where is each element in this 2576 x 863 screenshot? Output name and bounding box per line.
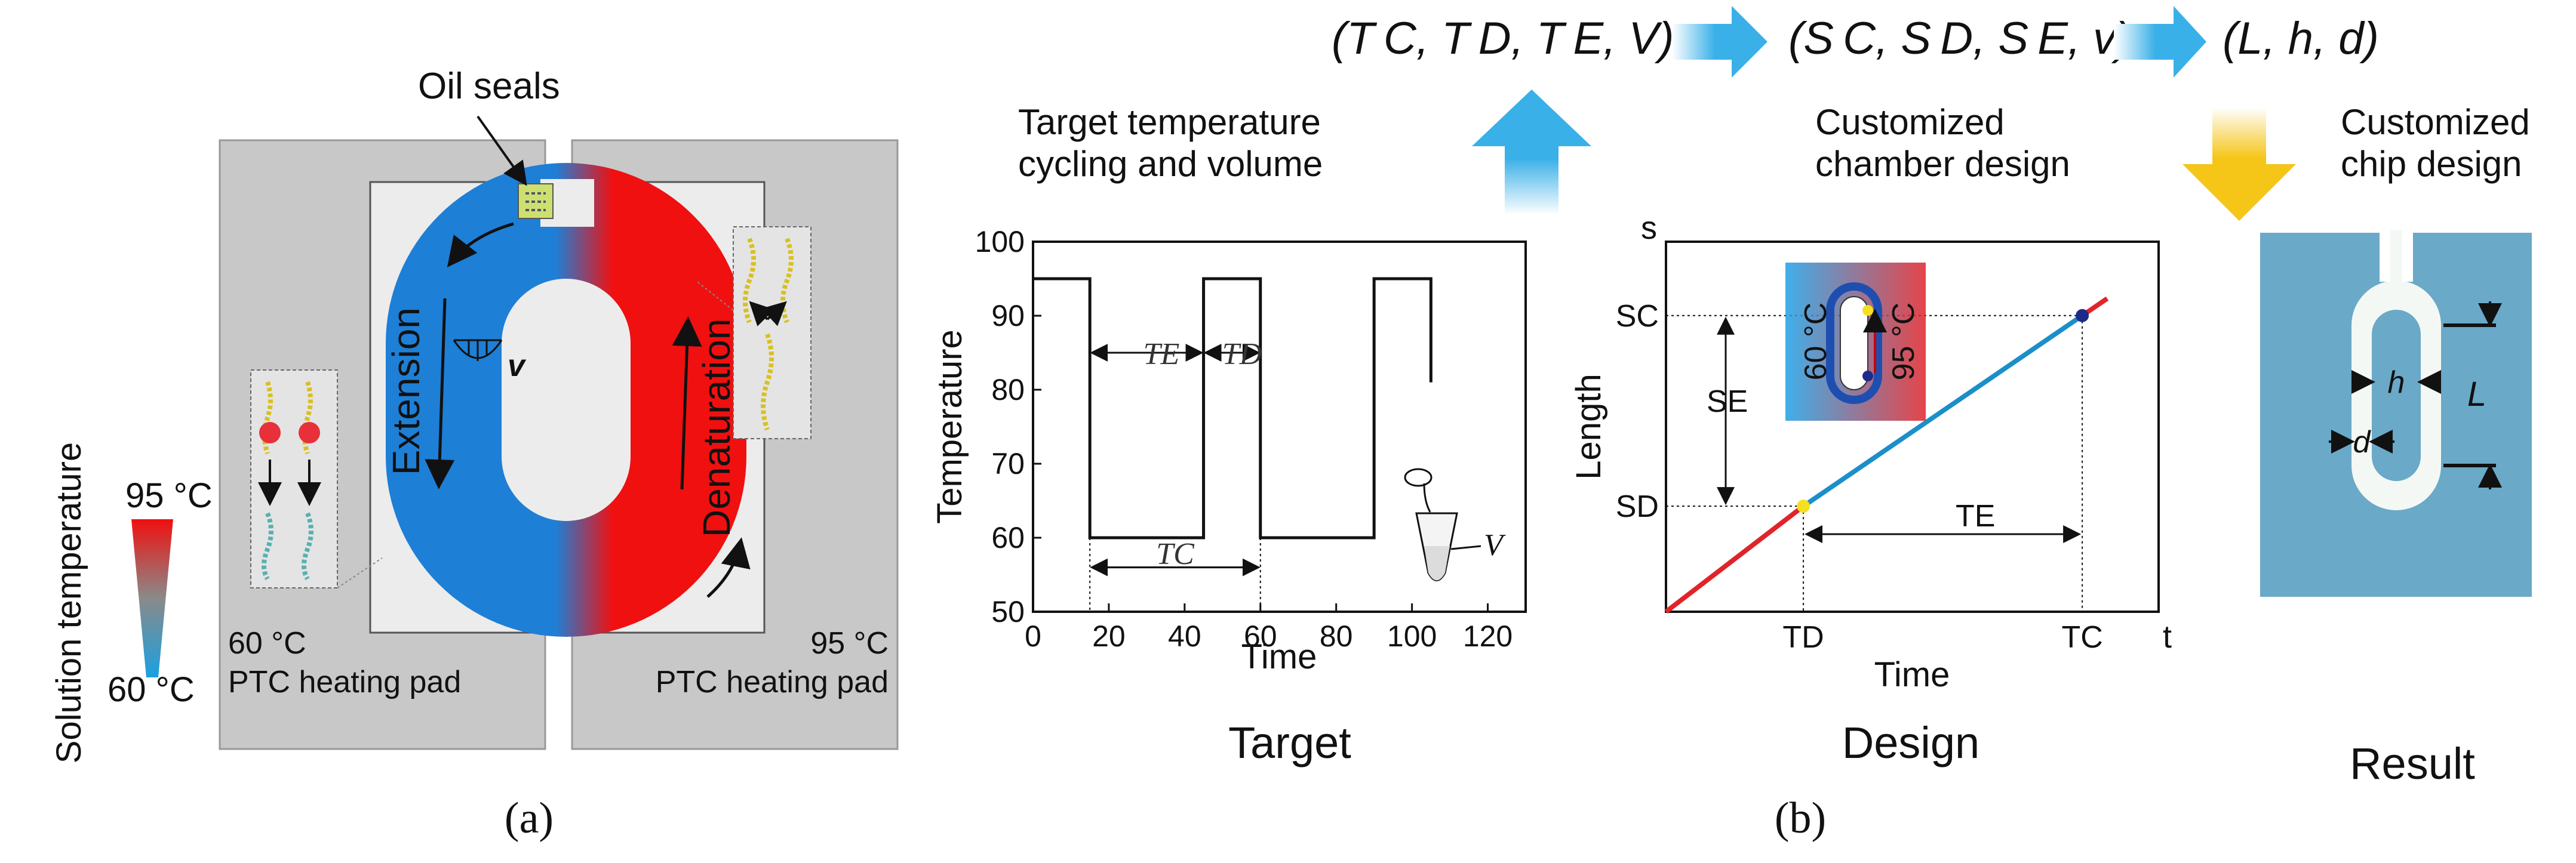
zoom-line-right	[695, 280, 734, 311]
design-plot-frame	[1665, 241, 2160, 613]
temp-ytick-label: 80	[991, 373, 1025, 406]
l-label: L	[2467, 375, 2486, 414]
temp-ytick-label: 50	[991, 595, 1025, 628]
down-arrow	[2182, 107, 2296, 221]
inset-hot-label: 95 °C	[1886, 303, 1921, 381]
right-arrow-1	[1672, 6, 1767, 78]
result-parameters: (L, h, d)	[2223, 13, 2379, 64]
temp-ytick-label: 100	[975, 225, 1025, 258]
extension-label: Extension	[385, 307, 428, 475]
temp-xtick-label: 120	[1463, 619, 1513, 653]
left-pad-name: PTC heating pad	[228, 665, 461, 699]
top-flow-arrow	[447, 222, 514, 267]
temperature-guides	[1089, 344, 1261, 612]
caption-a: (a)	[505, 794, 554, 843]
design-subtitle-2: chamber design	[1815, 144, 2070, 184]
result-subtitle-2: chip design	[2341, 144, 2522, 184]
inset-chamber	[1785, 263, 1926, 421]
d-label: d	[2353, 425, 2372, 460]
te-design-annotation: TE	[1956, 499, 1995, 534]
temp-ylabel: Temperature	[930, 329, 969, 524]
design-label: Design	[1842, 718, 1979, 768]
h-label: h	[2388, 365, 2405, 400]
volume-annotation: V	[1484, 528, 1506, 562]
sc-point	[2076, 309, 2089, 322]
temp-xtick-label: 60	[1244, 619, 1277, 653]
bottom-flow-arrow	[706, 537, 751, 598]
sc-tick-label: SC	[1616, 299, 1659, 334]
temperature-plot-frame	[1032, 241, 1527, 613]
panel-a: Oil seals Extension Denaturation v	[50, 66, 899, 843]
design-ylabel: Length	[1569, 374, 1608, 479]
velocity-label: v	[508, 349, 527, 383]
temp-xtick-label: 80	[1320, 619, 1353, 653]
tc-annotation: TC	[1156, 537, 1195, 571]
oil-seal-block	[518, 183, 554, 219]
design-segment-red	[1664, 504, 1805, 614]
target-subtitle-1: Target temperature	[1018, 102, 1321, 142]
oil-seals-pointer	[477, 115, 527, 186]
td-annotation: TD	[1222, 337, 1262, 371]
tc-tick-label: TC	[2061, 620, 2102, 655]
td-tick-label: TD	[1782, 620, 1824, 655]
design-marks: SD SC TD TC	[1616, 296, 2109, 655]
temperature-profile-line	[1033, 277, 1433, 540]
legend-title: Solution temperature	[50, 442, 88, 763]
chamber-hole	[502, 279, 631, 521]
temp-xtick-label: 20	[1092, 619, 1126, 653]
right-arrow-2	[2114, 6, 2206, 78]
design-subtitle-1: Customized	[1815, 102, 2005, 142]
target-parameters: (T C, T D, T E, V)	[1332, 13, 1674, 64]
inset-cold-label: 60 °C	[1799, 303, 1833, 381]
result-label: Result	[2350, 739, 2475, 788]
design-xlabel: Time	[1874, 655, 1950, 694]
design-yaxis-end: s	[1641, 210, 1657, 246]
temp-xtick-label: 100	[1387, 619, 1437, 653]
caption-b: (b)	[1775, 794, 1826, 843]
temp-ytick-label: 60	[991, 521, 1025, 554]
design-parameters: (S C, S D, S E, v)	[1788, 13, 2131, 64]
dna-denaturation-box	[733, 226, 811, 439]
sd-point	[1797, 500, 1810, 513]
chip-inlet	[2390, 230, 2402, 283]
result-subtitle-1: Customized	[2341, 102, 2530, 142]
temp-xlabel: Time	[1241, 637, 1317, 676]
denaturation-label: Denaturation	[695, 319, 738, 537]
legend-low: 60 °C	[107, 670, 195, 709]
te-annotation: TE	[1143, 337, 1180, 371]
temp-xtick-label: 40	[1168, 619, 1201, 653]
zoom-line-left	[337, 557, 383, 588]
temp-xtick-label: 0	[1025, 619, 1041, 653]
temperature-ticks: 0 20 40 60 80 100 120 50 60 70 80 90 100	[975, 225, 1513, 653]
tube-icon	[1404, 468, 1481, 581]
result-chip: h d L	[2260, 224, 2532, 597]
design-chart: SD SC TD TC s t Length Time SE TE 60 °C 95 …	[1569, 210, 2172, 694]
se-annotation: SE	[1707, 384, 1748, 419]
up-arrow	[1472, 90, 1591, 215]
temp-ytick-label: 70	[991, 447, 1025, 480]
velocity-profile-icon	[453, 339, 503, 361]
temperature-chart: 0 20 40 60 80 100 120 50 60 70 80 90 100 Temperature…	[930, 225, 1527, 676]
oil-seals-label: Oil seals	[418, 66, 560, 107]
denaturation-arrow	[672, 316, 702, 490]
temperature-legend-bar	[131, 519, 173, 677]
panel-b-header: (T C, T D, T E, V) (S C, S D, S E, v) (L…	[1018, 6, 2530, 221]
target-subtitle-2: cycling and volume	[1018, 144, 1323, 184]
temp-ytick-label: 90	[991, 299, 1025, 332]
target-label: Target	[1228, 718, 1351, 768]
right-pad-temp: 95 °C	[810, 626, 889, 661]
design-xaxis-end: t	[2163, 619, 2172, 655]
sd-tick-label: SD	[1616, 489, 1659, 524]
legend-high: 95 °C	[125, 476, 213, 515]
extension-arrow	[425, 298, 455, 489]
right-pad-name: PTC heating pad	[656, 665, 889, 699]
dna-extension-box	[250, 369, 338, 588]
left-pad-temp: 60 °C	[228, 626, 306, 661]
design-segment-blue	[1802, 313, 2084, 508]
